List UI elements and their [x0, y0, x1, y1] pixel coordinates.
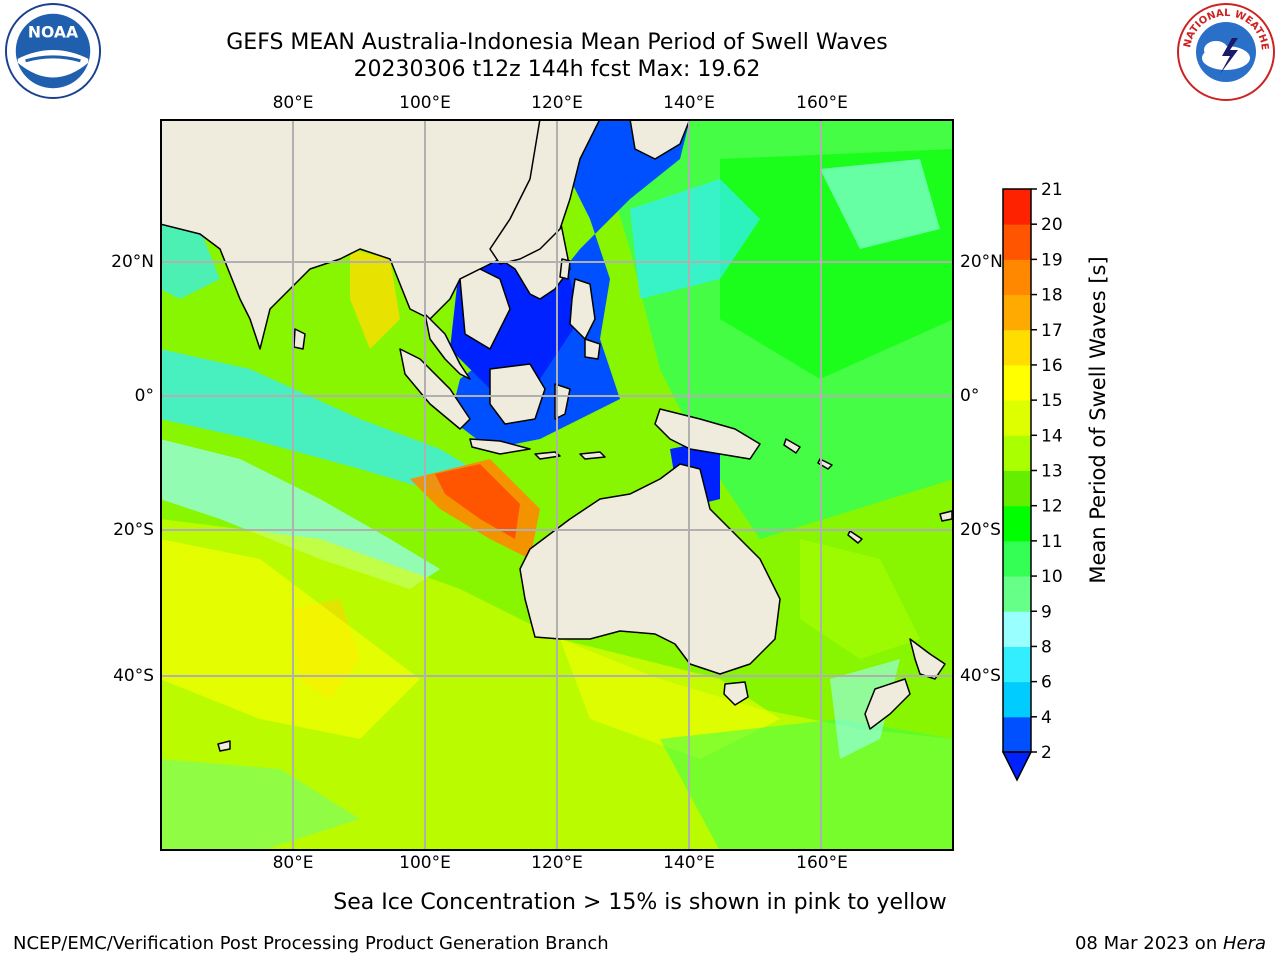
- lat-label-right: 20°S: [960, 520, 1001, 540]
- lat-label-left: 20°N: [111, 252, 154, 272]
- footer-machine: Hera: [1222, 933, 1266, 954]
- lon-label-bottom: 120°E: [531, 853, 583, 873]
- colorbar-tick-label: 6: [1041, 673, 1052, 693]
- chart-subtitle: 20230306 t12z 144h fcst Max: 19.62: [353, 57, 761, 82]
- colorbar-tick-label: 10: [1041, 567, 1063, 587]
- lon-label-bottom: 160°E: [796, 853, 848, 873]
- colorbar-tick-label: 11: [1041, 532, 1063, 552]
- lon-label-top: 140°E: [663, 93, 715, 113]
- landmasses: [160, 119, 953, 752]
- colorbar-segment: [1003, 259, 1031, 296]
- colorbar-segment: [1003, 329, 1031, 366]
- chart-title: GEFS MEAN Australia-Indonesia Mean Perio…: [226, 30, 888, 55]
- map: [160, 119, 954, 851]
- colorbar-tick-label: 19: [1041, 250, 1063, 270]
- noaa-logo: NOAA: [4, 2, 102, 100]
- colorbar-segment: [1003, 364, 1031, 401]
- colorbar-segment: [1003, 716, 1031, 753]
- colorbar-segment: [1003, 224, 1031, 260]
- colorbar-tick-label: 12: [1041, 497, 1063, 517]
- lon-label-bottom: 100°E: [399, 853, 451, 873]
- lon-label-bottom: 80°E: [272, 853, 314, 873]
- colorbar-tick-label: 18: [1041, 286, 1063, 306]
- colorbar-segment: [1003, 294, 1031, 331]
- colorbar-segment: [1003, 435, 1031, 471]
- australia: [519, 463, 781, 675]
- colorbar-segment: [1003, 611, 1031, 647]
- colorbar-tick-label: 17: [1041, 321, 1063, 341]
- footer-branch: NCEP/EMC/Verification Post Processing Pr…: [13, 933, 609, 954]
- lon-label-bottom: 140°E: [663, 853, 715, 873]
- colorbar-tick-label: 13: [1041, 462, 1063, 482]
- footer-date: 08 Mar 2023 on Hera: [1075, 933, 1266, 954]
- colorbar-tick-label: 20: [1041, 215, 1063, 235]
- lat-label-left: 20°S: [113, 520, 154, 540]
- colorbar-tick-label: 14: [1041, 426, 1063, 446]
- colorbar-tick-label: 9: [1041, 602, 1052, 622]
- colorbar-label: Mean Period of Swell Waves [s]: [1086, 256, 1110, 584]
- colorbar-segment: [1003, 400, 1031, 436]
- colorbar-tick-label: 2: [1041, 743, 1052, 763]
- gridlines: [160, 119, 954, 851]
- map-border: [160, 119, 954, 851]
- colorbar-tick-label: 15: [1041, 391, 1063, 411]
- colorbar-tick-label: 21: [1041, 180, 1063, 200]
- colorbar-segment: [1003, 576, 1031, 612]
- lon-label-top: 80°E: [272, 93, 314, 113]
- colorbar-segment: [1003, 189, 1031, 225]
- lon-label-top: 120°E: [531, 93, 583, 113]
- colorbar-segment: [1003, 470, 1031, 507]
- colorbar-segment: [1003, 540, 1031, 577]
- colorbar-tick-label: 16: [1041, 356, 1063, 376]
- nws-logo: NATIONAL WEATHER SERVICE: [1176, 2, 1275, 101]
- colorbar-under-arrow: [1001, 751, 1033, 782]
- colorbar-segment: [1003, 505, 1031, 542]
- lat-label-right: 40°S: [960, 666, 1001, 686]
- lat-label-right: 0°: [960, 386, 980, 406]
- lon-label-top: 100°E: [399, 93, 451, 113]
- colorbar-segment: [1003, 681, 1031, 718]
- sea-ice-caption: Sea Ice Concentration > 15% is shown in …: [333, 890, 947, 915]
- lat-label-right: 20°N: [960, 252, 1003, 272]
- lon-label-top: 160°E: [796, 93, 848, 113]
- indian-ocean-band: [160, 349, 490, 499]
- colorbar: 2 4 6 8 9 10 11 12 13 14 15 16 17 18 19 20 21: [1001, 180, 1063, 782]
- colorbar-segment: [1003, 646, 1031, 683]
- lat-label-left: 40°S: [113, 666, 154, 686]
- lat-label-left: 0°: [134, 386, 154, 406]
- svg-text:NOAA: NOAA: [28, 22, 79, 41]
- colorbar-tick-label: 4: [1041, 708, 1052, 728]
- colorbar-tick-label: 8: [1041, 637, 1052, 657]
- footer-date-text: 08 Mar 2023 on: [1074, 933, 1223, 954]
